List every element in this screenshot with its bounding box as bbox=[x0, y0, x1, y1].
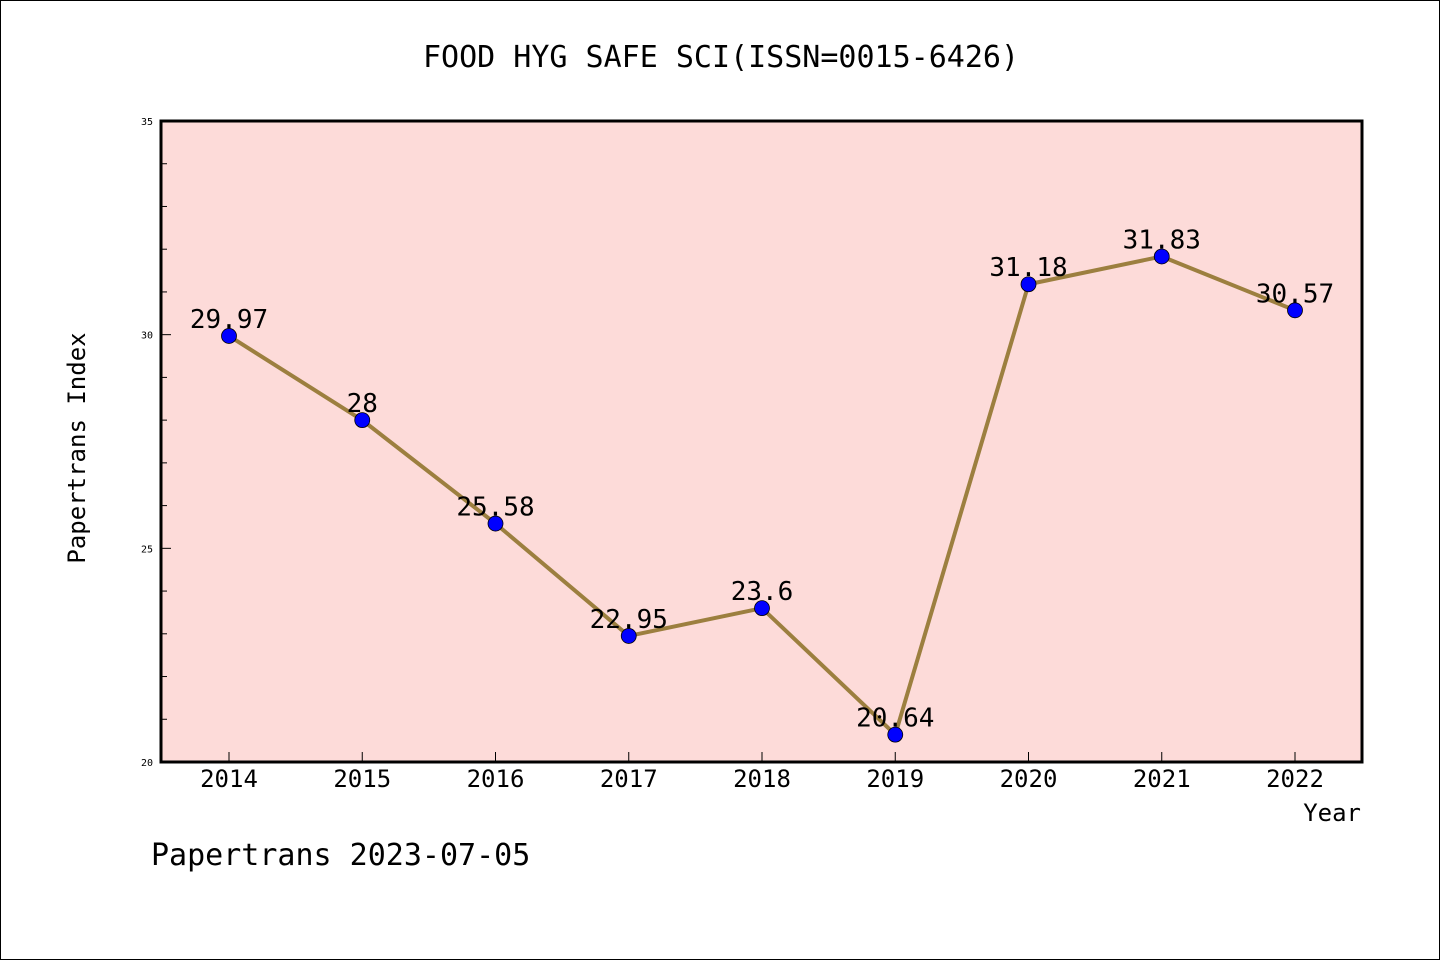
series-labels: 29.97 28 25.58 22.95 23.6 20.64 31.18 31.83 30.5… bbox=[190, 225, 1334, 733]
x-tick-label: 2014 bbox=[200, 765, 258, 793]
data-label: 31.83 bbox=[1123, 225, 1201, 255]
y-tick-label: 20 bbox=[141, 758, 153, 769]
y-tick-label: 35 bbox=[141, 117, 153, 128]
data-point bbox=[1153, 248, 1170, 265]
data-label: 20.64 bbox=[856, 704, 934, 734]
data-point bbox=[487, 515, 504, 532]
y-tick-label: 30 bbox=[141, 331, 153, 342]
x-tick-label: 2015 bbox=[333, 765, 391, 793]
x-tick-label: 2018 bbox=[733, 765, 791, 793]
data-point bbox=[1020, 276, 1037, 293]
x-axis-ticks: 2014 2015 2016 2017 2018 2019 2020 2021 2022 bbox=[200, 752, 1324, 793]
data-point bbox=[620, 628, 637, 644]
data-label: 29.97 bbox=[190, 305, 268, 335]
data-label: 28 bbox=[347, 389, 378, 419]
data-point bbox=[221, 328, 237, 344]
data-label: 31.18 bbox=[989, 253, 1067, 283]
data-point bbox=[754, 600, 770, 617]
data-label: 23.6 bbox=[731, 577, 794, 607]
x-tick-label: 2017 bbox=[600, 765, 658, 793]
data-label: 22.95 bbox=[590, 605, 668, 635]
footer-date: Papertrans 2023-07-05 bbox=[151, 838, 530, 873]
series-points bbox=[221, 248, 1303, 743]
data-point bbox=[1287, 302, 1303, 319]
x-tick-label: 2016 bbox=[467, 765, 525, 793]
data-label: 25.58 bbox=[456, 493, 534, 523]
y-axis-ticks: 20 25 30 35 bbox=[141, 117, 171, 769]
x-tick-label: 2020 bbox=[1000, 765, 1058, 793]
chart-title: FOOD HYG SAFE SCI(ISSN=0015-6426) bbox=[423, 40, 1019, 75]
y-axis-label: Papertrans Index bbox=[63, 332, 91, 563]
x-tick-label: 2022 bbox=[1266, 765, 1324, 793]
x-tick-label: 2021 bbox=[1133, 765, 1191, 793]
x-axis-label: Year bbox=[1303, 799, 1361, 827]
x-tick-label: 2019 bbox=[866, 765, 924, 793]
data-point bbox=[354, 412, 371, 429]
y-tick-label: 25 bbox=[141, 544, 153, 555]
data-point bbox=[887, 726, 904, 743]
plot-area bbox=[159, 119, 1364, 764]
data-label: 30.57 bbox=[1256, 279, 1334, 309]
